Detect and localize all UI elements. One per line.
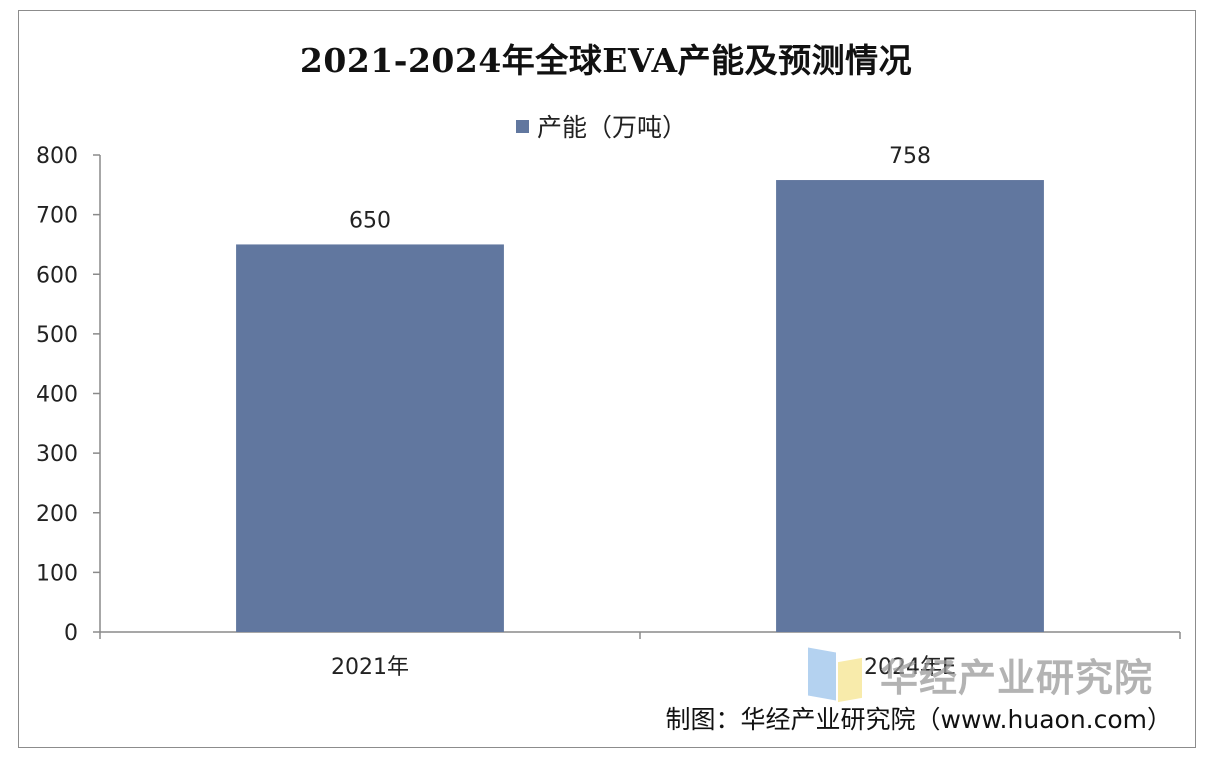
source-note: 制图：华经产业研究院（www.huaon.com） [665,705,1172,734]
x-tick-label: 2021年 [331,655,409,680]
legend-swatch [516,119,529,133]
y-tick-label: 0 [64,621,78,646]
y-tick-label: 800 [36,144,78,169]
chart-title: 2021-2024年全球EVA产能及预测情况 [299,41,913,80]
data-label: 650 [349,208,391,233]
legend: 产能（万吨） [516,108,687,144]
y-tick-label: 400 [36,383,78,408]
bar [776,180,1044,633]
y-tick-label: 700 [36,204,78,229]
watermark: 华经产业研究院 [808,646,1154,703]
y-tick-label: 500 [36,323,78,348]
watermark-logo-icon [808,646,866,703]
legend-label: 产能（万吨） [537,113,688,142]
bar [236,244,504,632]
x-tick-label: 2024年E [864,655,956,680]
y-tick-label: 200 [36,502,78,527]
watermark-text: 华经产业研究院 [880,655,1154,700]
data-label: 758 [889,144,931,169]
y-tick-label: 600 [36,263,78,288]
y-tick-label: 300 [36,442,78,467]
y-tick-label: 100 [36,561,78,586]
